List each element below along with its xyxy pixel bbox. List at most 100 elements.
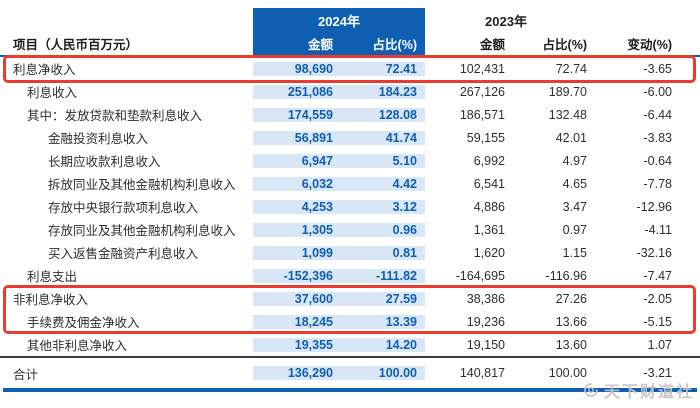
row-label: 非利息净收入: [13, 293, 89, 307]
ratio-2023: -116.96: [545, 268, 587, 283]
amount-2024: -152,396: [253, 268, 333, 283]
table-row: 利息收入 251,086 184.23 267,126 189.70 -6.00: [0, 80, 700, 103]
amount-2023: 1,361: [473, 222, 505, 237]
amount-2023: 38,386: [466, 291, 505, 306]
change-pct: -32.16: [636, 245, 672, 260]
amount-2024: 1,305: [253, 222, 333, 237]
amount-2024: 174,559: [253, 107, 333, 122]
amount-2023: 59,155: [466, 130, 505, 145]
ratio-2024: 184.23: [333, 84, 425, 99]
amount-2024: 6,947: [253, 153, 333, 168]
ratio-2023: 42.01: [555, 130, 587, 145]
amount-2023: 102,431: [459, 61, 505, 76]
row-label: 利息支出: [27, 270, 78, 284]
row-label: 长期应收款利息收入: [48, 155, 161, 169]
header-2024-block: [253, 8, 425, 55]
ratio-2023: 132.48: [548, 107, 587, 122]
row-label: 利息收入: [27, 86, 78, 100]
header-year-2023: 2023年: [485, 13, 527, 29]
change-pct: -4.11: [644, 222, 672, 237]
amount-2024: 251,086: [253, 84, 333, 99]
table-row: 长期应收款利息收入 6,947 5.10 6,992 4.97 -0.64: [0, 149, 700, 172]
table-header: 2024年 2023年 项目（人民币百万元） 金额 占比(%) 金额 占比(%)…: [0, 0, 700, 57]
table-row-total: 合计 136,290 100.00 140,817 100.00 -3.21: [0, 356, 700, 388]
change-pct: -3.65: [643, 61, 673, 76]
table-row: 手续费及佣金净收入 18,245 13.39 19,236 13.66 -5.1…: [0, 310, 700, 333]
amount-2024: 4,253: [253, 199, 333, 214]
amount-2024: 37,600: [253, 291, 333, 306]
table-row: 非利息净收入 37,600 27.59 38,386 27.26 -2.05: [0, 287, 700, 310]
row-label: 其他非利息净收入: [27, 339, 128, 353]
amount-2024: 18,245: [253, 314, 333, 329]
ratio-2023: 13.66: [555, 314, 587, 329]
amount-2023: -164,695: [455, 268, 505, 283]
ratio-2023: 4.97: [562, 153, 587, 168]
ratio-2024: 100.00: [333, 366, 425, 380]
ratio-2023: 72.74: [555, 61, 587, 76]
ratio-2024: 4.42: [333, 176, 425, 191]
row-label: 其中：发放贷款和垫款利息收入: [27, 109, 203, 123]
table-row: 利息净收入 98,690 72.41 102,431 72.74 -3.65: [0, 57, 700, 80]
ratio-2024: 14.20: [333, 337, 425, 352]
amount-2023: 19,150: [466, 337, 505, 352]
amount-2024: 136,290: [253, 366, 333, 380]
ratio-2024: 3.12: [333, 199, 425, 214]
header-amount-2024: 金额: [307, 38, 333, 52]
change-pct: -12.96: [636, 199, 672, 214]
header-ratio-2024: 占比(%): [372, 38, 417, 52]
amount-2023: 4,886: [473, 199, 505, 214]
ratio-2024: 13.39: [333, 314, 425, 329]
table-row: 拆放同业及其他金融机构利息收入 6,032 4.42 6,541 4.65 -7…: [0, 172, 700, 195]
ratio-2024: -111.82: [333, 268, 425, 283]
change-pct: -5.15: [643, 314, 673, 329]
table-row: 其他非利息净收入 19,355 14.20 19,150 13.60 1.07: [0, 333, 700, 356]
watermark-text: 天下财道社: [603, 384, 694, 401]
row-label: 合计: [13, 367, 39, 382]
change-pct: -3.83: [643, 130, 673, 145]
amount-2024: 98,690: [253, 61, 333, 76]
change-pct: -3.21: [643, 366, 673, 380]
amount-2023: 140,817: [459, 366, 505, 380]
ratio-2023: 27.26: [555, 291, 587, 306]
ratio-2024: 27.59: [333, 291, 425, 306]
table-row: 存放同业及其他金融机构利息收入 1,305 0.96 1,361 0.97 -4…: [0, 218, 700, 241]
ratio-2024: 0.81: [333, 245, 425, 260]
table-row: 利息支出 -152,396 -111.82 -164,695 -116.96 -…: [0, 264, 700, 287]
amount-2023: 186,571: [459, 107, 505, 122]
change-pct: 1.07: [647, 337, 672, 352]
ratio-2023: 13.60: [555, 337, 587, 352]
table-row: 买入返售金融资产利息收入 1,099 0.81 1,620 1.15 -32.1…: [0, 241, 700, 264]
amount-2024: 6,032: [253, 176, 333, 191]
change-pct: -6.44: [643, 107, 673, 122]
row-label: 手续费及佣金净收入: [27, 316, 140, 330]
change-pct: -2.05: [643, 291, 673, 306]
ratio-2023: 189.70: [548, 84, 587, 99]
amount-2023: 19,236: [466, 314, 505, 329]
amount-2024: 19,355: [253, 337, 333, 352]
ratio-2023: 1.15: [562, 245, 587, 260]
table-row: 存放中央银行款项利息收入 4,253 3.12 4,886 3.47 -12.9…: [0, 195, 700, 218]
ratio-2024: 41.74: [333, 130, 425, 145]
row-label: 存放同业及其他金融机构利息收入: [48, 224, 236, 238]
header-ratio-2023: 占比(%): [542, 38, 587, 52]
ratio-2023: 4.65: [562, 176, 587, 191]
amount-2023: 267,126: [459, 84, 505, 99]
ratio-2023: 3.47: [562, 199, 587, 214]
amount-2024: 56,891: [253, 130, 333, 145]
amount-2023: 6,992: [473, 153, 505, 168]
header-amount-2023: 金额: [479, 38, 505, 52]
change-pct: -7.78: [643, 176, 673, 191]
bottom-rule: [3, 388, 697, 392]
row-label: 利息净收入: [13, 63, 76, 77]
table-row: 其中：发放贷款和垫款利息收入 174,559 128.08 186,571 13…: [0, 103, 700, 126]
amount-2024: 1,099: [253, 245, 333, 260]
ratio-2024: 128.08: [333, 107, 425, 122]
ratio-2023: 100.00: [548, 366, 587, 380]
row-label: 存放中央银行款项利息收入: [48, 201, 199, 215]
amount-2023: 1,620: [473, 245, 505, 260]
watermark: 天下财道社: [582, 378, 694, 402]
amount-2023: 6,541: [473, 176, 505, 191]
row-label: 拆放同业及其他金融机构利息收入: [48, 178, 236, 192]
ratio-2023: 0.97: [562, 222, 587, 237]
